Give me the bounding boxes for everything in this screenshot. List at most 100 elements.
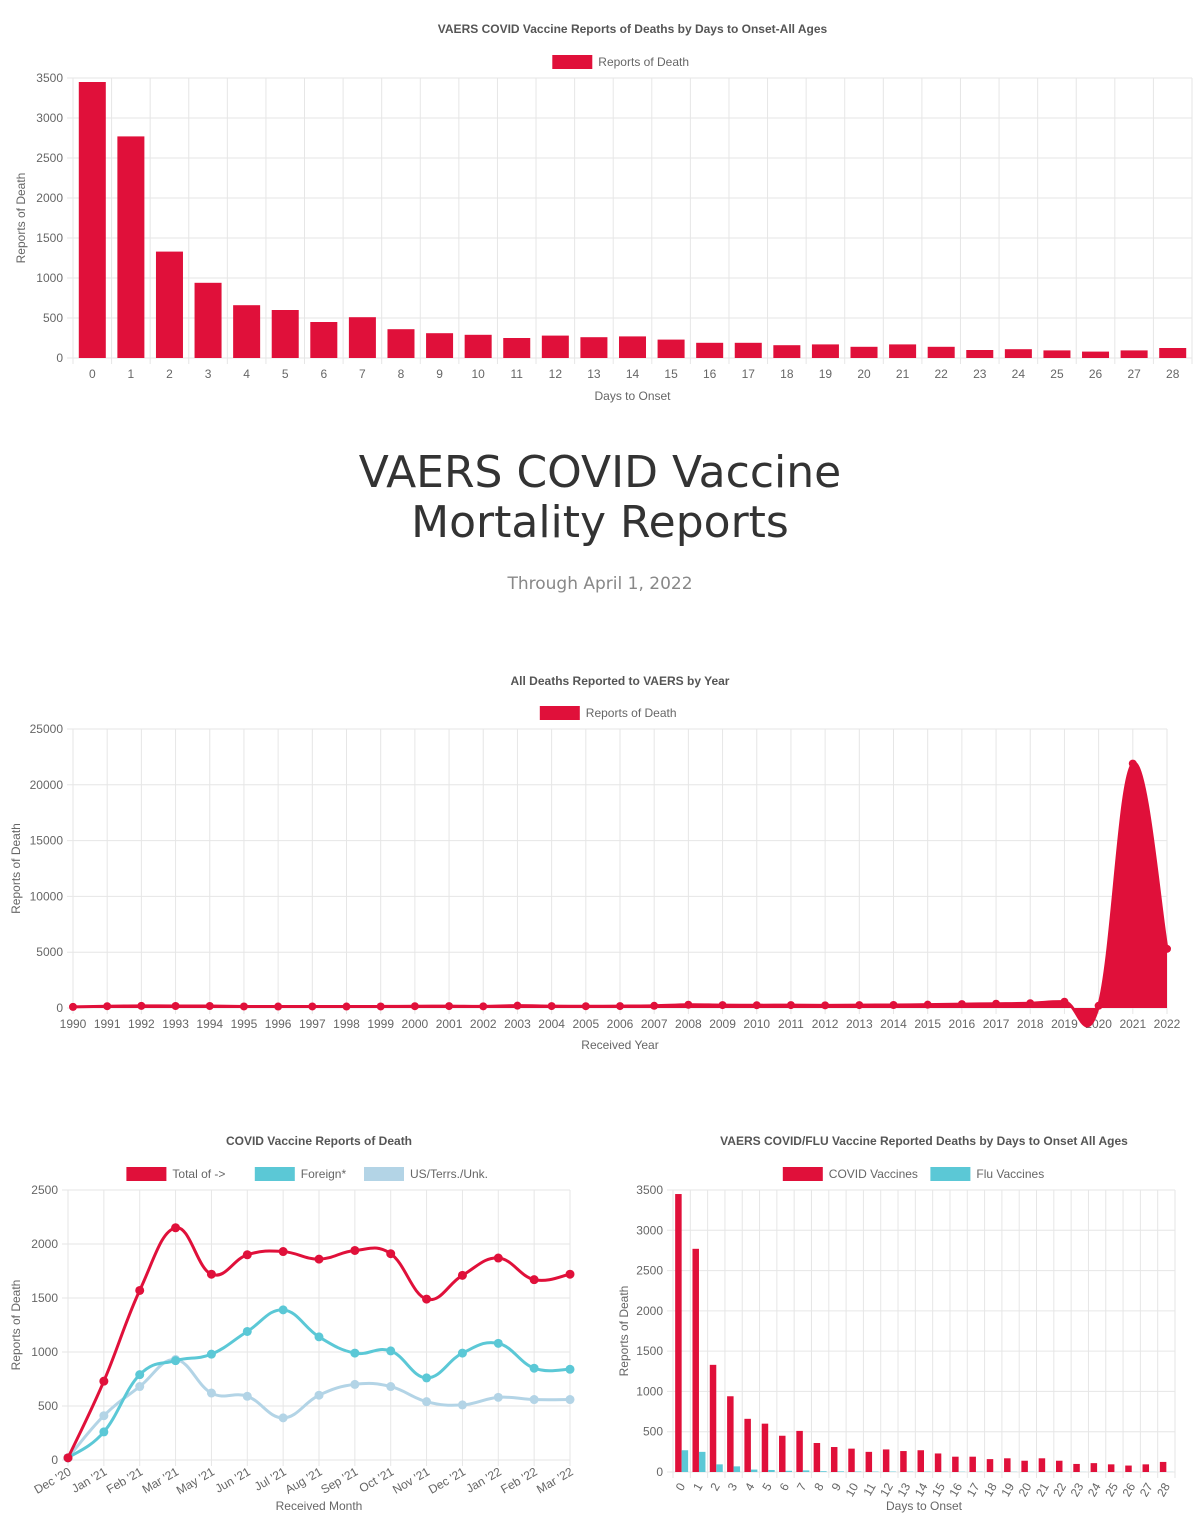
x-tick-label: 8 [811,1480,827,1493]
page-title-line2: Mortality Reports [411,497,789,548]
x-tick-label: 18 [981,1480,1000,1499]
legend-label-0: Reports of Death [586,706,677,720]
x-tick-label: 11 [511,367,524,381]
point-total-of--8 [350,1245,360,1255]
bar-reports-of-death-21 [889,344,917,358]
point-2006 [616,1002,624,1011]
point-us-terrs-unk--10 [422,1397,432,1407]
x-tick-label: 17 [964,1480,983,1499]
x-axis-title: Received Month [276,1499,363,1513]
x-tick-label: 11 [860,1480,879,1498]
x-tick-label: 1998 [333,1017,360,1031]
x-tick-label: 2 [707,1480,723,1493]
bar-covid-vaccines-11 [865,1451,873,1472]
x-tick-label: 26 [1089,367,1103,381]
page-subtitle: Through April 1, 2022 [507,574,693,594]
point-foreign--10 [422,1373,432,1383]
bar-flu-vaccines-7 [802,1470,810,1472]
bar-covid-vaccines-6 [779,1435,786,1472]
legend-label-2: US/Terrs./Unk. [410,1167,488,1181]
x-tick-label: 7 [359,367,366,381]
y-tick-label: 1000 [36,271,63,285]
bar-covid-vaccines-20 [1021,1460,1028,1472]
point-foreign--14 [565,1364,575,1374]
y-tick-label: 5000 [36,945,63,959]
x-tick-label: 19 [998,1480,1017,1499]
point-2019 [1060,997,1069,1006]
y-axis-title: Reports of Death [9,823,23,914]
y-tick-label: 1000 [636,1384,663,1398]
x-tick-label: 12 [877,1480,896,1499]
point-2022 [1163,944,1171,953]
point-total-of--11 [457,1270,467,1280]
point-1992 [137,1001,146,1010]
x-tick-label: Oct '21 [357,1464,397,1495]
bar-flu-vaccines-9 [837,1471,844,1472]
point-2003 [513,1001,522,1010]
bar-flu-vaccines-3 [733,1466,741,1472]
covid-flu-bar-chart: VAERS COVID/FLU Vaccine Reported Deaths … [617,1134,1176,1513]
x-tick-label: 27 [1137,1480,1156,1499]
x-tick-label: Nov '21 [390,1464,432,1496]
legend-swatch-0 [126,1167,167,1181]
x-tick-label: 2004 [538,1017,565,1031]
x-tick-label: 16 [946,1480,965,1499]
bar-reports-of-death-4 [233,305,261,358]
point-2018 [1026,999,1035,1008]
legend-swatch-1 [930,1167,971,1181]
point-2002 [479,1002,488,1011]
x-axis-title: Days to Onset [886,1499,963,1513]
point-foreign--2 [135,1370,145,1380]
chart-title: All Deaths Reported to VAERS by Year [511,674,730,688]
y-tick-label: 2000 [31,1237,58,1251]
legend-label-0: COVID Vaccines [829,1167,918,1181]
y-tick-label: 500 [643,1425,663,1439]
y-tick-label: 500 [38,1399,58,1413]
bar-reports-of-death-9 [426,333,454,358]
x-tick-label: 2014 [880,1017,907,1031]
x-tick-label: 21 [896,367,910,381]
point-2020 [1094,1001,1103,1010]
bar-covid-vaccines-17 [969,1456,976,1472]
bar-reports-of-death-25 [1043,350,1071,358]
x-tick-label: 6 [320,367,327,381]
x-tick-label: 4 [243,367,250,381]
bar-covid-vaccines-16 [952,1456,959,1472]
point-total-of--14 [565,1269,575,1279]
legend-swatch-2 [364,1167,404,1181]
y-tick-label: 2500 [636,1264,663,1278]
x-tick-label: 1997 [299,1017,326,1031]
x-tick-label: 1996 [265,1017,292,1031]
point-2015 [923,1000,932,1009]
deaths-by-year-area-chart: All Deaths Reported to VAERS by Year Repo… [9,674,1181,1052]
x-tick-label: 13 [587,367,601,381]
point-total-of--4 [206,1269,216,1279]
point-us-terrs-unk--7 [314,1390,324,1400]
point-total-of--1 [99,1376,109,1386]
x-tick-label: 5 [759,1480,775,1493]
x-tick-label: 14 [626,367,640,381]
x-tick-label: 6 [777,1480,793,1493]
point-total-of--3 [171,1223,181,1233]
x-tick-label: 15 [929,1480,948,1499]
x-tick-label: Dec '20 [32,1464,74,1496]
x-tick-label: May '21 [174,1464,217,1497]
bar-reports-of-death-0 [78,82,106,358]
x-tick-label: Feb '21 [104,1464,146,1496]
x-tick-label: 1 [690,1480,706,1493]
y-tick-label: 25000 [30,722,64,736]
point-2012 [821,1001,830,1010]
y-axis-title: Reports of Death [9,1280,23,1371]
x-tick-label: 10 [471,367,485,381]
bar-reports-of-death-15 [657,339,685,358]
x-tick-label: 2017 [983,1017,1010,1031]
x-axis-title: Received Year [581,1038,658,1052]
y-tick-label: 0 [56,351,63,365]
point-total-of--10 [422,1294,432,1304]
x-tick-label: 0 [89,367,96,381]
bar-reports-of-death-7 [348,317,376,358]
y-tick-label: 0 [56,1001,63,1015]
bar-reports-of-death-26 [1082,351,1110,358]
point-1991 [103,1002,112,1011]
legend-swatch-1 [254,1167,295,1181]
